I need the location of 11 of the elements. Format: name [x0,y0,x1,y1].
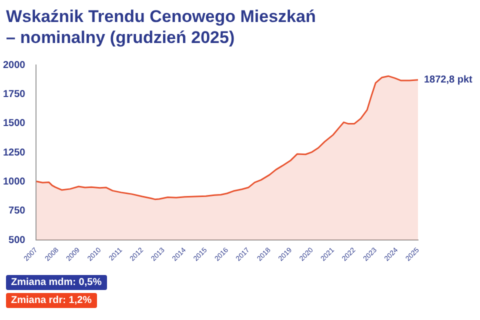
y-tick-label: 1250 [2,147,26,158]
y-tick-label: 500 [8,234,26,246]
annotation: 1872,8 pkt [424,74,474,86]
text: Zmiana rdr: 1,2% [6,293,97,308]
y-tick-label: 1000 [2,176,26,188]
chart-title: Wskaźnik Trendu Cenowego Mieszkań – nominalny (grudzień 2025) [6,6,316,48]
y-tick-label: 1500 [2,118,26,130]
text: Zmiana mdm: 0,5% [6,275,107,290]
y-tick-label: 2000 [2,60,26,71]
y-tick-label: 1750 [2,88,26,100]
y-tick-label: 750 [8,206,26,217]
